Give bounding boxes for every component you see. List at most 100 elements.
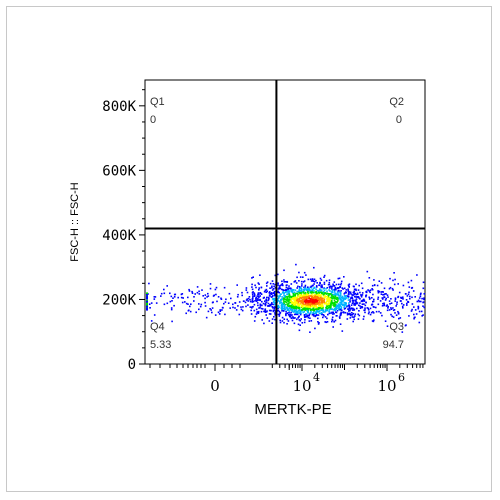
- event-dot: [397, 310, 399, 313]
- event-dot: [296, 290, 298, 293]
- event-dot: [327, 294, 329, 297]
- event-dot: [227, 302, 230, 304]
- event-dot: [335, 298, 338, 300]
- event-dot: [318, 295, 321, 297]
- event-dot: [302, 311, 304, 314]
- event-dot: [298, 287, 301, 290]
- event-dot: [272, 283, 275, 285]
- event-dot: [308, 314, 310, 317]
- event-dot: [319, 289, 322, 292]
- event-dot: [341, 309, 343, 312]
- event-dot: [338, 306, 340, 308]
- event-dot: [348, 291, 350, 294]
- event-dot: [345, 295, 347, 297]
- event-dot: [299, 303, 301, 305]
- event-dot: [405, 324, 407, 326]
- event-dot: [320, 312, 323, 314]
- event-dot: [307, 290, 309, 293]
- event-dot: [353, 290, 355, 293]
- event-dot: [360, 306, 362, 309]
- event-dot: [317, 289, 319, 292]
- event-dot: [319, 282, 321, 284]
- event-dot: [266, 285, 268, 287]
- event-dot: [339, 286, 341, 288]
- event-dot: [417, 299, 420, 302]
- event-dot: [309, 304, 312, 306]
- event-dot: [315, 305, 317, 307]
- event-dot: [224, 313, 226, 316]
- event-dot: [292, 295, 294, 297]
- event-dot: [313, 291, 315, 294]
- event-dot: [411, 308, 413, 311]
- event-dot: [294, 317, 296, 319]
- event-dot: [318, 297, 321, 300]
- event-dot: [249, 298, 251, 301]
- event-dot: [277, 304, 280, 307]
- event-dot: [422, 301, 424, 304]
- event-dot: [363, 299, 366, 302]
- event-dot: [296, 301, 298, 304]
- event-dot: [325, 309, 328, 312]
- event-dot: [307, 295, 310, 297]
- event-dot: [318, 293, 320, 296]
- event-dot: [312, 311, 314, 314]
- event-dot: [331, 313, 334, 315]
- event-dot: [333, 294, 336, 296]
- event-dot: [392, 307, 394, 309]
- event-dot: [323, 283, 326, 285]
- event-dot: [200, 303, 203, 306]
- event-dot: [255, 299, 257, 301]
- event-dot: [191, 290, 193, 293]
- event-dot: [328, 293, 330, 295]
- event-dot: [315, 288, 317, 290]
- event-dot: [265, 291, 268, 293]
- event-dot: [279, 301, 281, 303]
- event-dot: [345, 291, 348, 294]
- event-dot: [293, 317, 295, 319]
- event-dot: [282, 307, 285, 310]
- y-tick-label: 400K: [102, 228, 136, 244]
- event-dot: [255, 308, 258, 311]
- event-dot: [361, 306, 364, 309]
- event-dot: [366, 307, 369, 309]
- event-dot: [317, 308, 320, 311]
- event-dot: [299, 324, 301, 326]
- event-dot: [420, 292, 422, 295]
- event-dot: [325, 287, 327, 290]
- event-dot: [288, 303, 290, 305]
- event-dot: [342, 288, 344, 290]
- event-dot: [160, 292, 163, 295]
- event-dot: [285, 313, 287, 315]
- event-dot: [319, 304, 322, 307]
- event-dot: [301, 297, 303, 299]
- event-dot: [248, 296, 251, 298]
- event-dot: [350, 304, 353, 306]
- event-dot: [329, 285, 332, 288]
- event-dot: [209, 308, 211, 310]
- event-dot: [251, 299, 254, 302]
- event-dot: [364, 307, 366, 309]
- event-dot: [381, 305, 384, 307]
- event-dot: [302, 308, 304, 310]
- event-dot: [346, 295, 349, 297]
- event-dot: [384, 293, 386, 295]
- event-dot: [273, 306, 276, 308]
- event-dot: [277, 313, 280, 316]
- event-dot: [272, 303, 274, 306]
- event-dot: [184, 301, 186, 303]
- event-dot: [304, 294, 306, 297]
- event-dot: [294, 299, 296, 302]
- event-dot: [405, 299, 408, 301]
- event-dot: [260, 286, 263, 289]
- event-dot: [286, 323, 288, 325]
- event-dot: [327, 299, 330, 301]
- event-dot: [185, 302, 188, 305]
- event-dot: [265, 298, 267, 301]
- event-dot: [320, 304, 323, 307]
- event-dot: [295, 299, 298, 302]
- event-dot: [146, 305, 148, 307]
- event-dot: [294, 293, 296, 295]
- event-dot: [302, 293, 305, 296]
- event-dot: [299, 300, 301, 302]
- event-dot: [306, 309, 309, 312]
